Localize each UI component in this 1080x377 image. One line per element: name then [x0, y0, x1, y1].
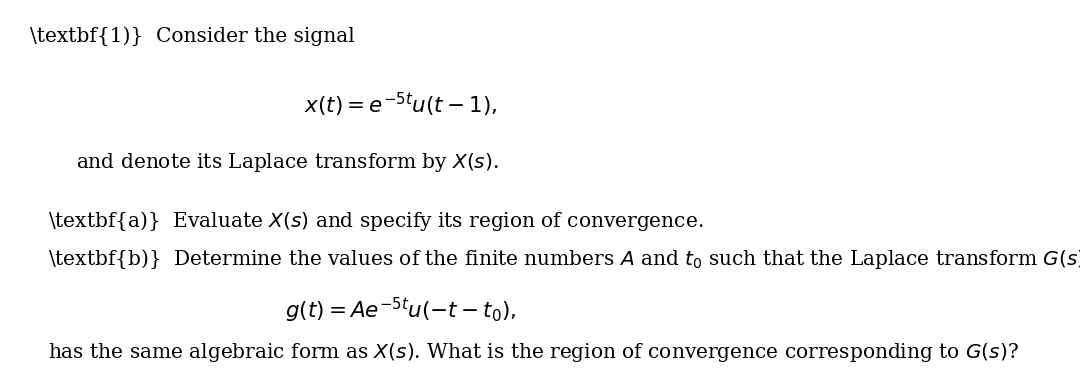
Text: has the same algebraic form as $X(s)$. What is the region of convergence corresp: has the same algebraic form as $X(s)$. W… — [48, 341, 1018, 364]
Text: $g(t) = Ae^{-5t}u(-t - t_0),$: $g(t) = Ae^{-5t}u(-t - t_0),$ — [285, 296, 516, 325]
Text: \textbf{1)}  Consider the signal: \textbf{1)} Consider the signal — [30, 26, 355, 46]
Text: $x(t) = e^{-5t}u(t-1),$: $x(t) = e^{-5t}u(t-1),$ — [303, 90, 497, 119]
Text: \textbf{a)}  Evaluate $X(s)$ and specify its region of convergence.: \textbf{a)} Evaluate $X(s)$ and specify … — [48, 209, 703, 233]
Text: \textbf{b)}  Determine the values of the finite numbers $A$ and $t_0$ such that : \textbf{b)} Determine the values of the … — [48, 247, 1080, 271]
Text: and denote its Laplace transform by $X(s)$.: and denote its Laplace transform by $X(s… — [76, 151, 499, 174]
